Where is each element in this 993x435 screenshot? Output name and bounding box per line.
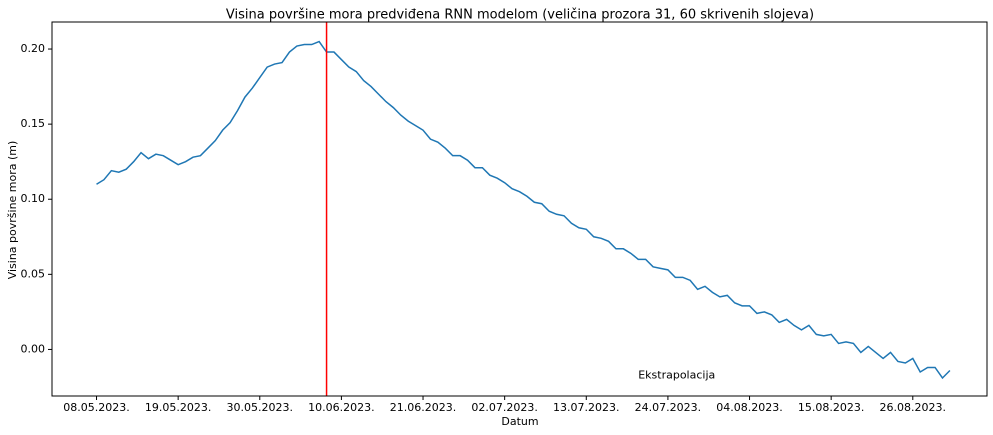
x-tick-label: 08.05.2023. xyxy=(63,401,129,414)
y-tick-label: 0.05 xyxy=(21,267,46,280)
y-tick-label: 0.10 xyxy=(21,192,46,205)
y-axis-label: Visina površine mora (m) xyxy=(6,141,19,280)
x-tick-label: 02.07.2023. xyxy=(471,401,537,414)
x-tick-label: 24.07.2023. xyxy=(635,401,701,414)
annotation: Ekstrapolacija xyxy=(638,369,715,382)
x-tick-label: 04.08.2023. xyxy=(716,401,782,414)
x-tick-label: 26.08.2023. xyxy=(880,401,946,414)
x-tick-label: 30.05.2023. xyxy=(227,401,293,414)
data-line xyxy=(96,40,951,380)
plot-frame xyxy=(51,21,988,397)
x-tick-label: 21.06.2023. xyxy=(390,401,456,414)
x-tick-label: 15.08.2023. xyxy=(798,401,864,414)
y-tick-label: 0.00 xyxy=(21,342,46,355)
x-axis-label: Datum xyxy=(501,415,538,428)
x-tick-label: 19.05.2023. xyxy=(145,401,211,414)
x-tick-label: 13.07.2023. xyxy=(553,401,619,414)
y-tick-label: 0.15 xyxy=(21,117,46,130)
chart-title: Visina površine mora predviđena RNN mode… xyxy=(226,8,814,23)
y-tick-label: 0.20 xyxy=(21,42,46,55)
x-tick-label: 10.06.2023. xyxy=(308,401,374,414)
